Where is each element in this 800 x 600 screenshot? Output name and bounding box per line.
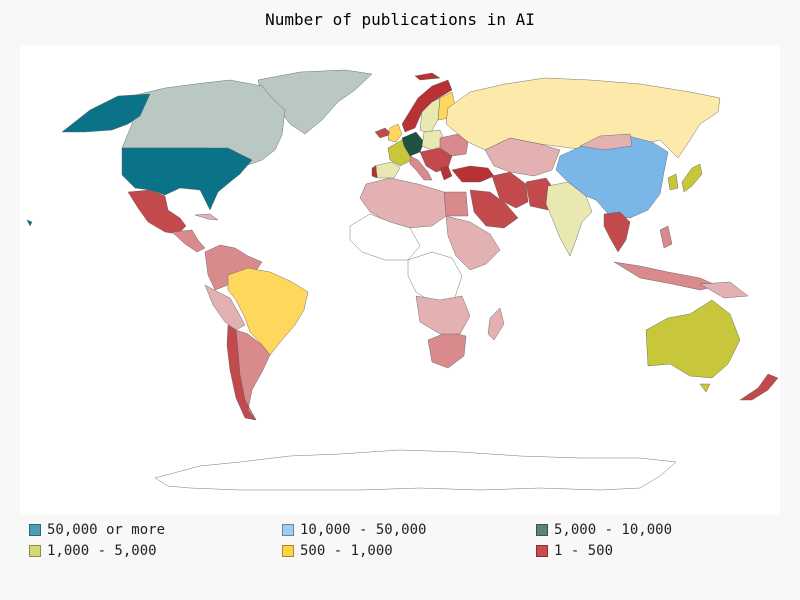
country-norway[interactable] <box>401 79 453 133</box>
world-map-svg <box>26 69 779 491</box>
country-japan[interactable] <box>681 163 703 193</box>
country-russia[interactable] <box>445 77 721 159</box>
country-north-africa[interactable] <box>359 177 447 229</box>
legend-swatch <box>29 545 41 557</box>
legend-item-1000-5000: 1,000 - 5,000 <box>29 542 157 560</box>
country-east-africa[interactable] <box>445 215 501 271</box>
legend-label: 50,000 or more <box>47 522 166 538</box>
legend-item-10000-50000: 10,000 - 50,000 <box>282 521 426 539</box>
legend-item-5000-10000: 5,000 - 10,000 <box>536 521 672 539</box>
country-svalbard[interactable] <box>414 72 441 81</box>
country-southeast-asia[interactable] <box>603 211 631 253</box>
legend-label: 10,000 - 50,000 <box>300 522 427 538</box>
country-usa-alaska[interactable] <box>61 93 151 133</box>
country-italy[interactable] <box>409 155 433 181</box>
country-egypt[interactable] <box>443 191 469 217</box>
country-philippines[interactable] <box>659 225 673 249</box>
country-central-africa[interactable] <box>407 251 463 303</box>
country-mongolia[interactable] <box>579 133 633 151</box>
country-uk[interactable] <box>387 123 403 143</box>
legend-swatch <box>536 545 548 557</box>
country-brazil[interactable] <box>227 267 309 356</box>
country-greece[interactable] <box>439 165 453 181</box>
country-argentina[interactable] <box>235 329 271 421</box>
country-madagascar[interactable] <box>487 307 505 341</box>
country-central-asia[interactable] <box>484 137 561 177</box>
world-map <box>20 46 780 514</box>
country-portugal[interactable] <box>371 165 378 179</box>
legend-swatch <box>536 524 548 536</box>
country-spain-portugal[interactable] <box>373 161 401 179</box>
legend-swatch <box>29 524 41 536</box>
country-cuba[interactable] <box>194 213 219 221</box>
legend-label: 5,000 - 10,000 <box>554 522 673 538</box>
country-korea[interactable] <box>667 173 679 191</box>
country-mexico[interactable] <box>127 189 187 235</box>
country-new-zealand[interactable] <box>739 373 779 401</box>
legend-item-50000-plus: 50,000 or more <box>29 521 165 539</box>
legend-swatch <box>282 524 294 536</box>
country-usa[interactable] <box>121 147 253 211</box>
country-south-africa[interactable] <box>427 331 467 369</box>
country-turkey[interactable] <box>451 165 495 183</box>
country-antarctica[interactable] <box>154 449 677 491</box>
country-australia[interactable] <box>645 299 741 379</box>
country-central-america[interactable] <box>171 229 206 253</box>
country-indonesia[interactable] <box>613 261 719 291</box>
legend-item-1-500: 1 - 500 <box>536 542 613 560</box>
map-title: Number of publications in AI <box>265 10 535 29</box>
country-papua[interactable] <box>699 281 749 299</box>
country-west-africa[interactable] <box>349 213 421 261</box>
legend-label: 500 - 1,000 <box>300 543 393 559</box>
country-peru-bolivia[interactable] <box>204 284 246 331</box>
legend-swatch <box>282 545 294 557</box>
country-saudi-arabia[interactable] <box>469 189 519 229</box>
country-southern-africa[interactable] <box>415 295 471 335</box>
legend-item-500-1000: 500 - 1,000 <box>282 542 393 560</box>
legend-label: 1 - 500 <box>554 543 614 559</box>
country-usa-hawaii[interactable] <box>26 219 33 227</box>
country-tasmania[interactable] <box>699 383 711 393</box>
legend-label: 1,000 - 5,000 <box>47 543 157 559</box>
